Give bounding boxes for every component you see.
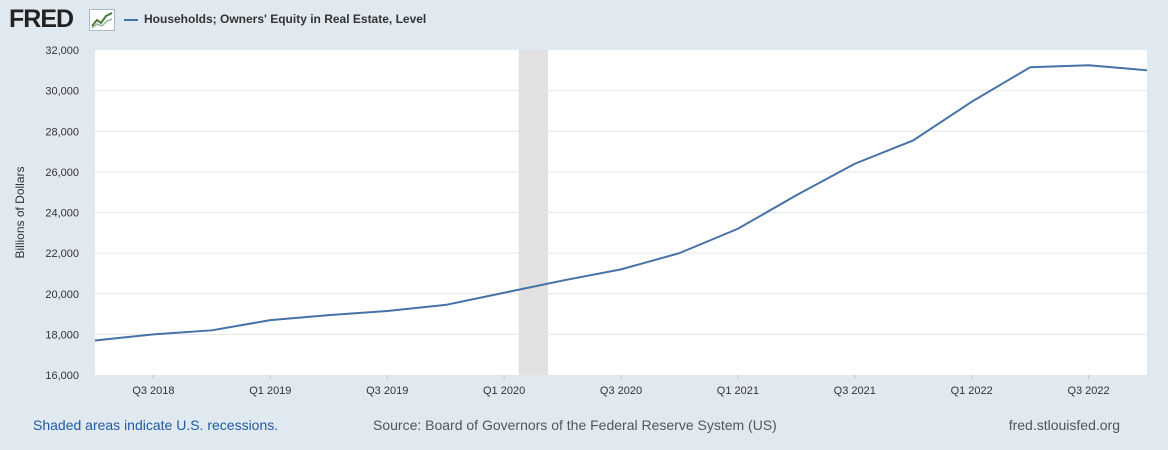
data-point[interactable] (969, 99, 975, 105)
data-point[interactable] (1144, 67, 1150, 73)
x-tick-label: Q1 2019 (249, 385, 291, 397)
fred-credit-link[interactable]: fred.stlouisfed.org (1008, 417, 1120, 433)
y-tick-label: 18,000 (45, 329, 79, 341)
data-point[interactable] (852, 161, 858, 167)
data-point[interactable] (443, 302, 449, 308)
data-point[interactable] (209, 327, 215, 333)
x-tick-label: Q1 2021 (717, 385, 759, 397)
y-tick-label: 30,000 (45, 86, 79, 98)
data-point[interactable] (501, 290, 507, 296)
x-tick-label: Q3 2022 (1067, 385, 1109, 397)
x-tick-label: Q1 2022 (951, 385, 993, 397)
x-tick-label: Q3 2018 (132, 385, 174, 397)
data-point[interactable] (618, 266, 624, 272)
y-axis-title: Billions of Dollars (13, 166, 27, 258)
data-point[interactable] (267, 317, 273, 323)
chart-header: FRED Households; Owners' Equity in Real … (0, 0, 1168, 40)
data-point[interactable] (150, 331, 156, 337)
y-tick-label: 22,000 (45, 248, 79, 260)
data-point[interactable] (676, 250, 682, 256)
recession-note: Shaded areas indicate U.S. recessions. (33, 417, 279, 433)
x-tick-label: Q3 2019 (366, 385, 408, 397)
y-tick-label: 16,000 (45, 370, 79, 382)
data-point[interactable] (910, 137, 916, 143)
data-point[interactable] (1086, 62, 1092, 68)
series-line (94, 64, 1148, 342)
data-point[interactable] (326, 312, 332, 318)
y-tick-label: 24,000 (45, 208, 79, 220)
legend-series-label: Households; Owners' Equity in Real Estat… (144, 12, 427, 26)
x-tick-label: Q1 2020 (483, 385, 525, 397)
legend-line-swatch (124, 19, 138, 21)
data-point[interactable] (92, 337, 98, 343)
fred-logo-graph-icon (89, 9, 115, 31)
data-point[interactable] (735, 226, 741, 232)
x-tick-label: Q3 2021 (834, 385, 876, 397)
data-point[interactable] (560, 278, 566, 284)
line-chart: 16,000 18,000 20,000 22,000 24,000 26,000 28,0… (13, 45, 1150, 397)
data-point[interactable] (1027, 64, 1033, 70)
x-tick-label: Q3 2020 (600, 385, 642, 397)
source-text: Source: Board of Governors of the Federa… (373, 417, 777, 433)
data-point[interactable] (793, 192, 799, 198)
y-tick-label: 26,000 (45, 167, 79, 179)
fred-logo[interactable]: FRED (9, 5, 74, 33)
y-tick-label: 32,000 (45, 45, 79, 57)
data-point[interactable] (384, 308, 390, 314)
y-tick-label: 28,000 (45, 126, 79, 138)
y-tick-label: 20,000 (45, 289, 79, 301)
